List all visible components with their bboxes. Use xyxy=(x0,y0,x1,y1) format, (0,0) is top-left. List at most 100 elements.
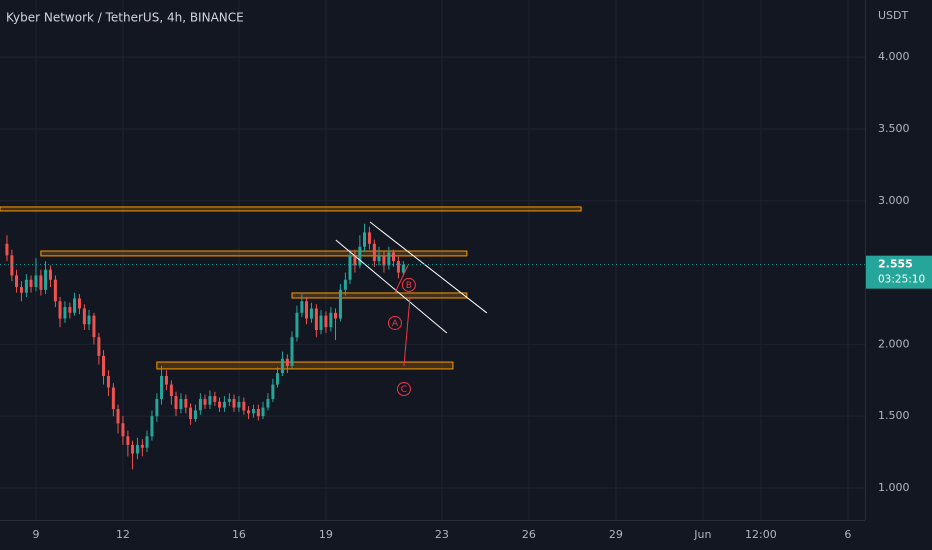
candle-body xyxy=(15,275,19,287)
candle-body xyxy=(92,315,96,338)
candle-body xyxy=(58,301,62,319)
candle-body xyxy=(164,375,168,385)
candles xyxy=(5,223,405,470)
wave-label: A xyxy=(392,319,399,329)
candle-body xyxy=(300,301,304,313)
x-tick-label: 9 xyxy=(32,528,39,541)
x-tick-label: 23 xyxy=(435,528,449,541)
candle-body xyxy=(160,375,164,399)
candle-body xyxy=(131,444,135,454)
candle-body xyxy=(73,298,77,313)
candle-body xyxy=(140,444,144,448)
candle-body xyxy=(396,261,400,273)
candle-body xyxy=(305,301,309,319)
candle-body xyxy=(232,398,236,408)
candle-body xyxy=(24,279,28,293)
zone xyxy=(40,250,468,257)
wave-line xyxy=(394,265,409,293)
candle-body xyxy=(135,444,139,454)
candle-body xyxy=(10,255,14,276)
candle-body xyxy=(309,308,313,319)
candle-body xyxy=(19,286,23,293)
candle-body xyxy=(68,307,72,313)
candle-body xyxy=(218,401,222,408)
zone xyxy=(291,292,468,299)
y-tick-label: 1.000 xyxy=(878,481,910,494)
candle-body xyxy=(213,396,217,402)
candle-body xyxy=(324,315,328,328)
candle-body xyxy=(266,398,270,408)
candle-body xyxy=(102,355,106,376)
zone xyxy=(156,361,454,370)
candle-body xyxy=(329,312,333,328)
candle-body xyxy=(174,396,178,409)
drawings: A B C xyxy=(0,221,865,397)
candle-body xyxy=(237,401,241,408)
candle-body xyxy=(295,312,299,338)
candle-body xyxy=(189,407,193,420)
candle-body xyxy=(121,423,125,437)
candle-body xyxy=(150,416,154,437)
candle-body xyxy=(39,275,43,290)
wave-label-circle xyxy=(396,382,411,397)
candle-body xyxy=(179,398,183,409)
candle-body xyxy=(290,337,294,366)
candle-body xyxy=(358,246,362,266)
candle-body xyxy=(155,398,159,417)
x-tick-label: 12 xyxy=(116,528,130,541)
candle-body xyxy=(377,255,381,262)
candle-body xyxy=(251,408,255,414)
y-tick-label: 3.500 xyxy=(878,122,910,135)
zone xyxy=(0,206,582,212)
y-tick-label: 3.000 xyxy=(878,194,910,207)
candle-body xyxy=(203,398,207,405)
candle-body xyxy=(198,398,202,411)
axes: 1.000 1.500 2.000 3.000 3.500 4.000 9 12 16 19 23 2… xyxy=(32,50,932,541)
candle-body xyxy=(184,398,188,408)
candle-body xyxy=(116,408,120,424)
x-tick-label: Jun xyxy=(693,528,711,541)
y-tick-label: 4.000 xyxy=(878,50,910,63)
last-price-label: 2.555 xyxy=(878,258,913,271)
candle-body xyxy=(63,307,67,319)
candle-body xyxy=(77,298,81,309)
candle-body xyxy=(53,279,57,302)
y-tick-label: 2.000 xyxy=(878,337,910,350)
wave-label-circle xyxy=(401,277,416,292)
candle-body xyxy=(193,410,197,420)
candle-body xyxy=(387,252,391,266)
candle-body xyxy=(34,275,38,287)
candle-body xyxy=(247,410,251,414)
currency-label: USDT xyxy=(878,9,909,22)
candle-body xyxy=(97,337,101,356)
candle-body xyxy=(48,269,52,280)
candle-body xyxy=(111,387,115,409)
candle-body xyxy=(44,269,48,290)
candle-body xyxy=(29,279,33,287)
candle-body xyxy=(222,401,226,408)
candle-body xyxy=(348,255,352,280)
y-tick-label: 1.500 xyxy=(878,409,910,422)
candle-body xyxy=(106,375,110,388)
last-price-box xyxy=(866,255,932,289)
x-tick-label: 29 xyxy=(609,528,623,541)
x-tick-label: 6 xyxy=(844,528,851,541)
candle-body xyxy=(338,289,342,319)
candle-body xyxy=(227,398,231,402)
candle-body xyxy=(382,255,386,266)
candle-body xyxy=(314,308,318,331)
wave-label: B xyxy=(406,281,412,291)
x-tick-label: 19 xyxy=(319,528,333,541)
candle-body xyxy=(5,243,9,256)
candle-body xyxy=(87,315,91,325)
candle-body xyxy=(271,384,275,399)
candle-body xyxy=(169,384,173,397)
wave-label: C xyxy=(401,385,407,395)
x-tick-label: 16 xyxy=(232,528,246,541)
countdown-label: 03:25:10 xyxy=(878,274,925,286)
candle-body xyxy=(372,243,376,262)
chart-title: Kyber Network / TetherUS, 4h, BINANCE xyxy=(6,11,244,25)
candle-body xyxy=(353,255,357,266)
